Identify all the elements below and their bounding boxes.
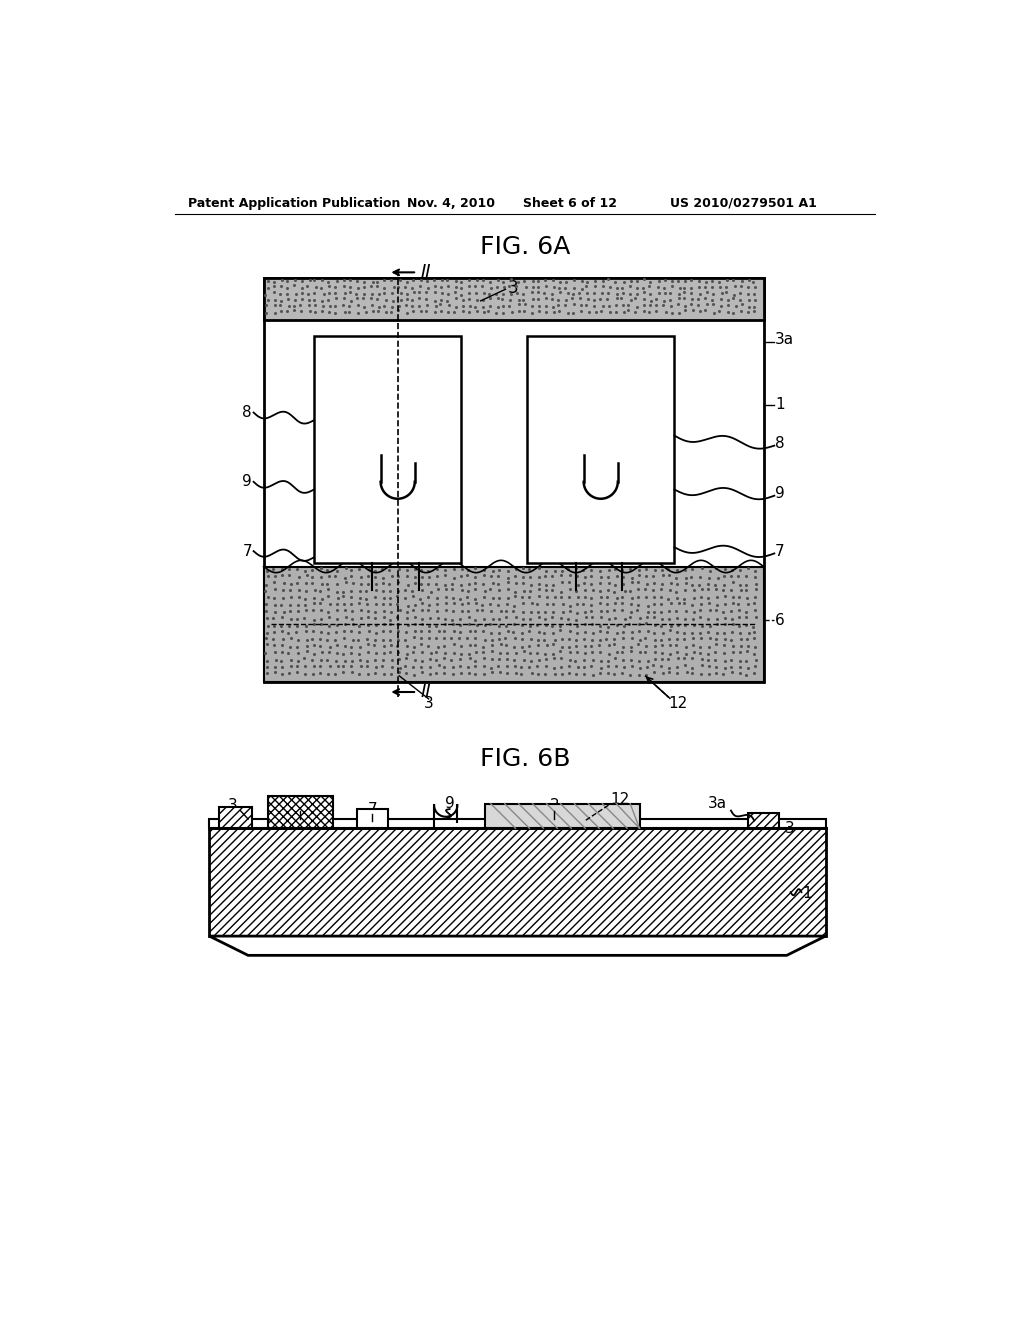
Bar <box>527 335 675 562</box>
Text: 12: 12 <box>669 696 688 711</box>
Bar <box>263 277 764 321</box>
Text: US 2010/0279501 A1: US 2010/0279501 A1 <box>671 197 817 210</box>
Text: 3: 3 <box>785 821 795 836</box>
Polygon shape <box>209 936 825 956</box>
Bar <box>484 804 640 829</box>
Text: 3a: 3a <box>708 796 727 812</box>
Text: 3a: 3a <box>775 331 795 347</box>
Bar <box>209 818 825 829</box>
Text: Nov. 4, 2010: Nov. 4, 2010 <box>407 197 495 210</box>
Text: 9: 9 <box>243 474 252 490</box>
Text: 7: 7 <box>775 544 784 558</box>
Text: 8: 8 <box>243 405 252 420</box>
Text: 1: 1 <box>775 397 784 412</box>
Bar <box>263 566 764 682</box>
Bar <box>263 277 764 682</box>
Text: 3: 3 <box>508 279 518 297</box>
Text: 6: 6 <box>295 797 305 813</box>
Bar <box>314 335 461 562</box>
Text: 1: 1 <box>802 886 812 902</box>
Bar <box>748 813 779 829</box>
Text: II: II <box>421 264 431 281</box>
Text: 7: 7 <box>243 544 252 558</box>
Text: FIG. 6B: FIG. 6B <box>479 747 570 771</box>
Text: 9: 9 <box>444 796 455 812</box>
Bar <box>267 796 334 829</box>
Bar <box>356 809 388 829</box>
Text: Sheet 6 of 12: Sheet 6 of 12 <box>523 197 617 210</box>
Text: 9: 9 <box>775 486 784 500</box>
Text: FIG. 6A: FIG. 6A <box>479 235 570 259</box>
Text: 8: 8 <box>775 436 784 451</box>
Text: 3: 3 <box>227 797 238 813</box>
Bar <box>219 807 252 829</box>
Bar <box>209 829 825 936</box>
Text: 7: 7 <box>368 801 377 817</box>
Text: 12: 12 <box>610 792 630 808</box>
Text: 6: 6 <box>775 612 784 628</box>
Text: Patent Application Publication: Patent Application Publication <box>188 197 400 210</box>
Text: 3: 3 <box>424 696 433 711</box>
Text: II: II <box>421 682 431 701</box>
Text: 2: 2 <box>550 797 559 813</box>
